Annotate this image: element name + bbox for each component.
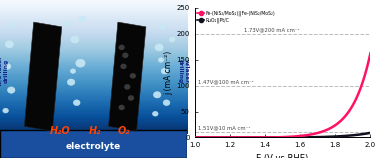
Circle shape [123,53,128,57]
Circle shape [67,79,75,85]
Circle shape [5,41,14,48]
Circle shape [71,36,79,43]
Circle shape [3,108,8,113]
Legend: Fe-(NiS₂/MoS₂)||Fe-(NiS₂/MoS₂), RuO₂||Pt/C: Fe-(NiS₂/MoS₂)||Fe-(NiS₂/MoS₂), RuO₂||Pt… [197,10,276,23]
Circle shape [79,16,86,22]
Text: electrolyte: electrolyte [66,142,121,151]
Circle shape [119,45,124,49]
Text: H₂: H₂ [89,126,102,136]
Circle shape [155,44,163,51]
Text: 1.73V@200 mA cm⁻¹: 1.73V@200 mA cm⁻¹ [244,27,299,32]
Circle shape [76,59,85,67]
Circle shape [73,100,80,106]
Circle shape [158,58,164,62]
Text: 1.51V@10 mA cm⁻¹: 1.51V@10 mA cm⁻¹ [198,126,251,131]
Text: O₂: O₂ [117,126,130,136]
Circle shape [153,92,161,98]
Circle shape [130,74,135,78]
FancyBboxPatch shape [0,130,187,158]
Circle shape [10,23,16,28]
Y-axis label: j (mA cm⁻²): j (mA cm⁻²) [164,51,174,95]
Circle shape [129,96,133,100]
Circle shape [64,21,70,26]
Circle shape [119,105,124,109]
Text: w/o laser
drilling: w/o laser drilling [0,56,9,86]
Polygon shape [24,22,62,131]
Circle shape [169,37,175,42]
Polygon shape [108,22,146,131]
Circle shape [160,24,166,29]
Text: w/laser
drilling: w/laser drilling [178,59,189,83]
Text: H₂O: H₂O [50,126,70,136]
Circle shape [152,111,158,116]
Text: 1.47V@100 mA cm⁻¹: 1.47V@100 mA cm⁻¹ [198,79,254,84]
X-axis label: E (V vs RHE): E (V vs RHE) [256,154,309,158]
Circle shape [121,64,126,68]
Circle shape [163,100,170,106]
Circle shape [70,69,76,73]
Circle shape [125,85,130,89]
Circle shape [4,64,11,69]
Circle shape [161,68,168,74]
Circle shape [8,87,15,93]
